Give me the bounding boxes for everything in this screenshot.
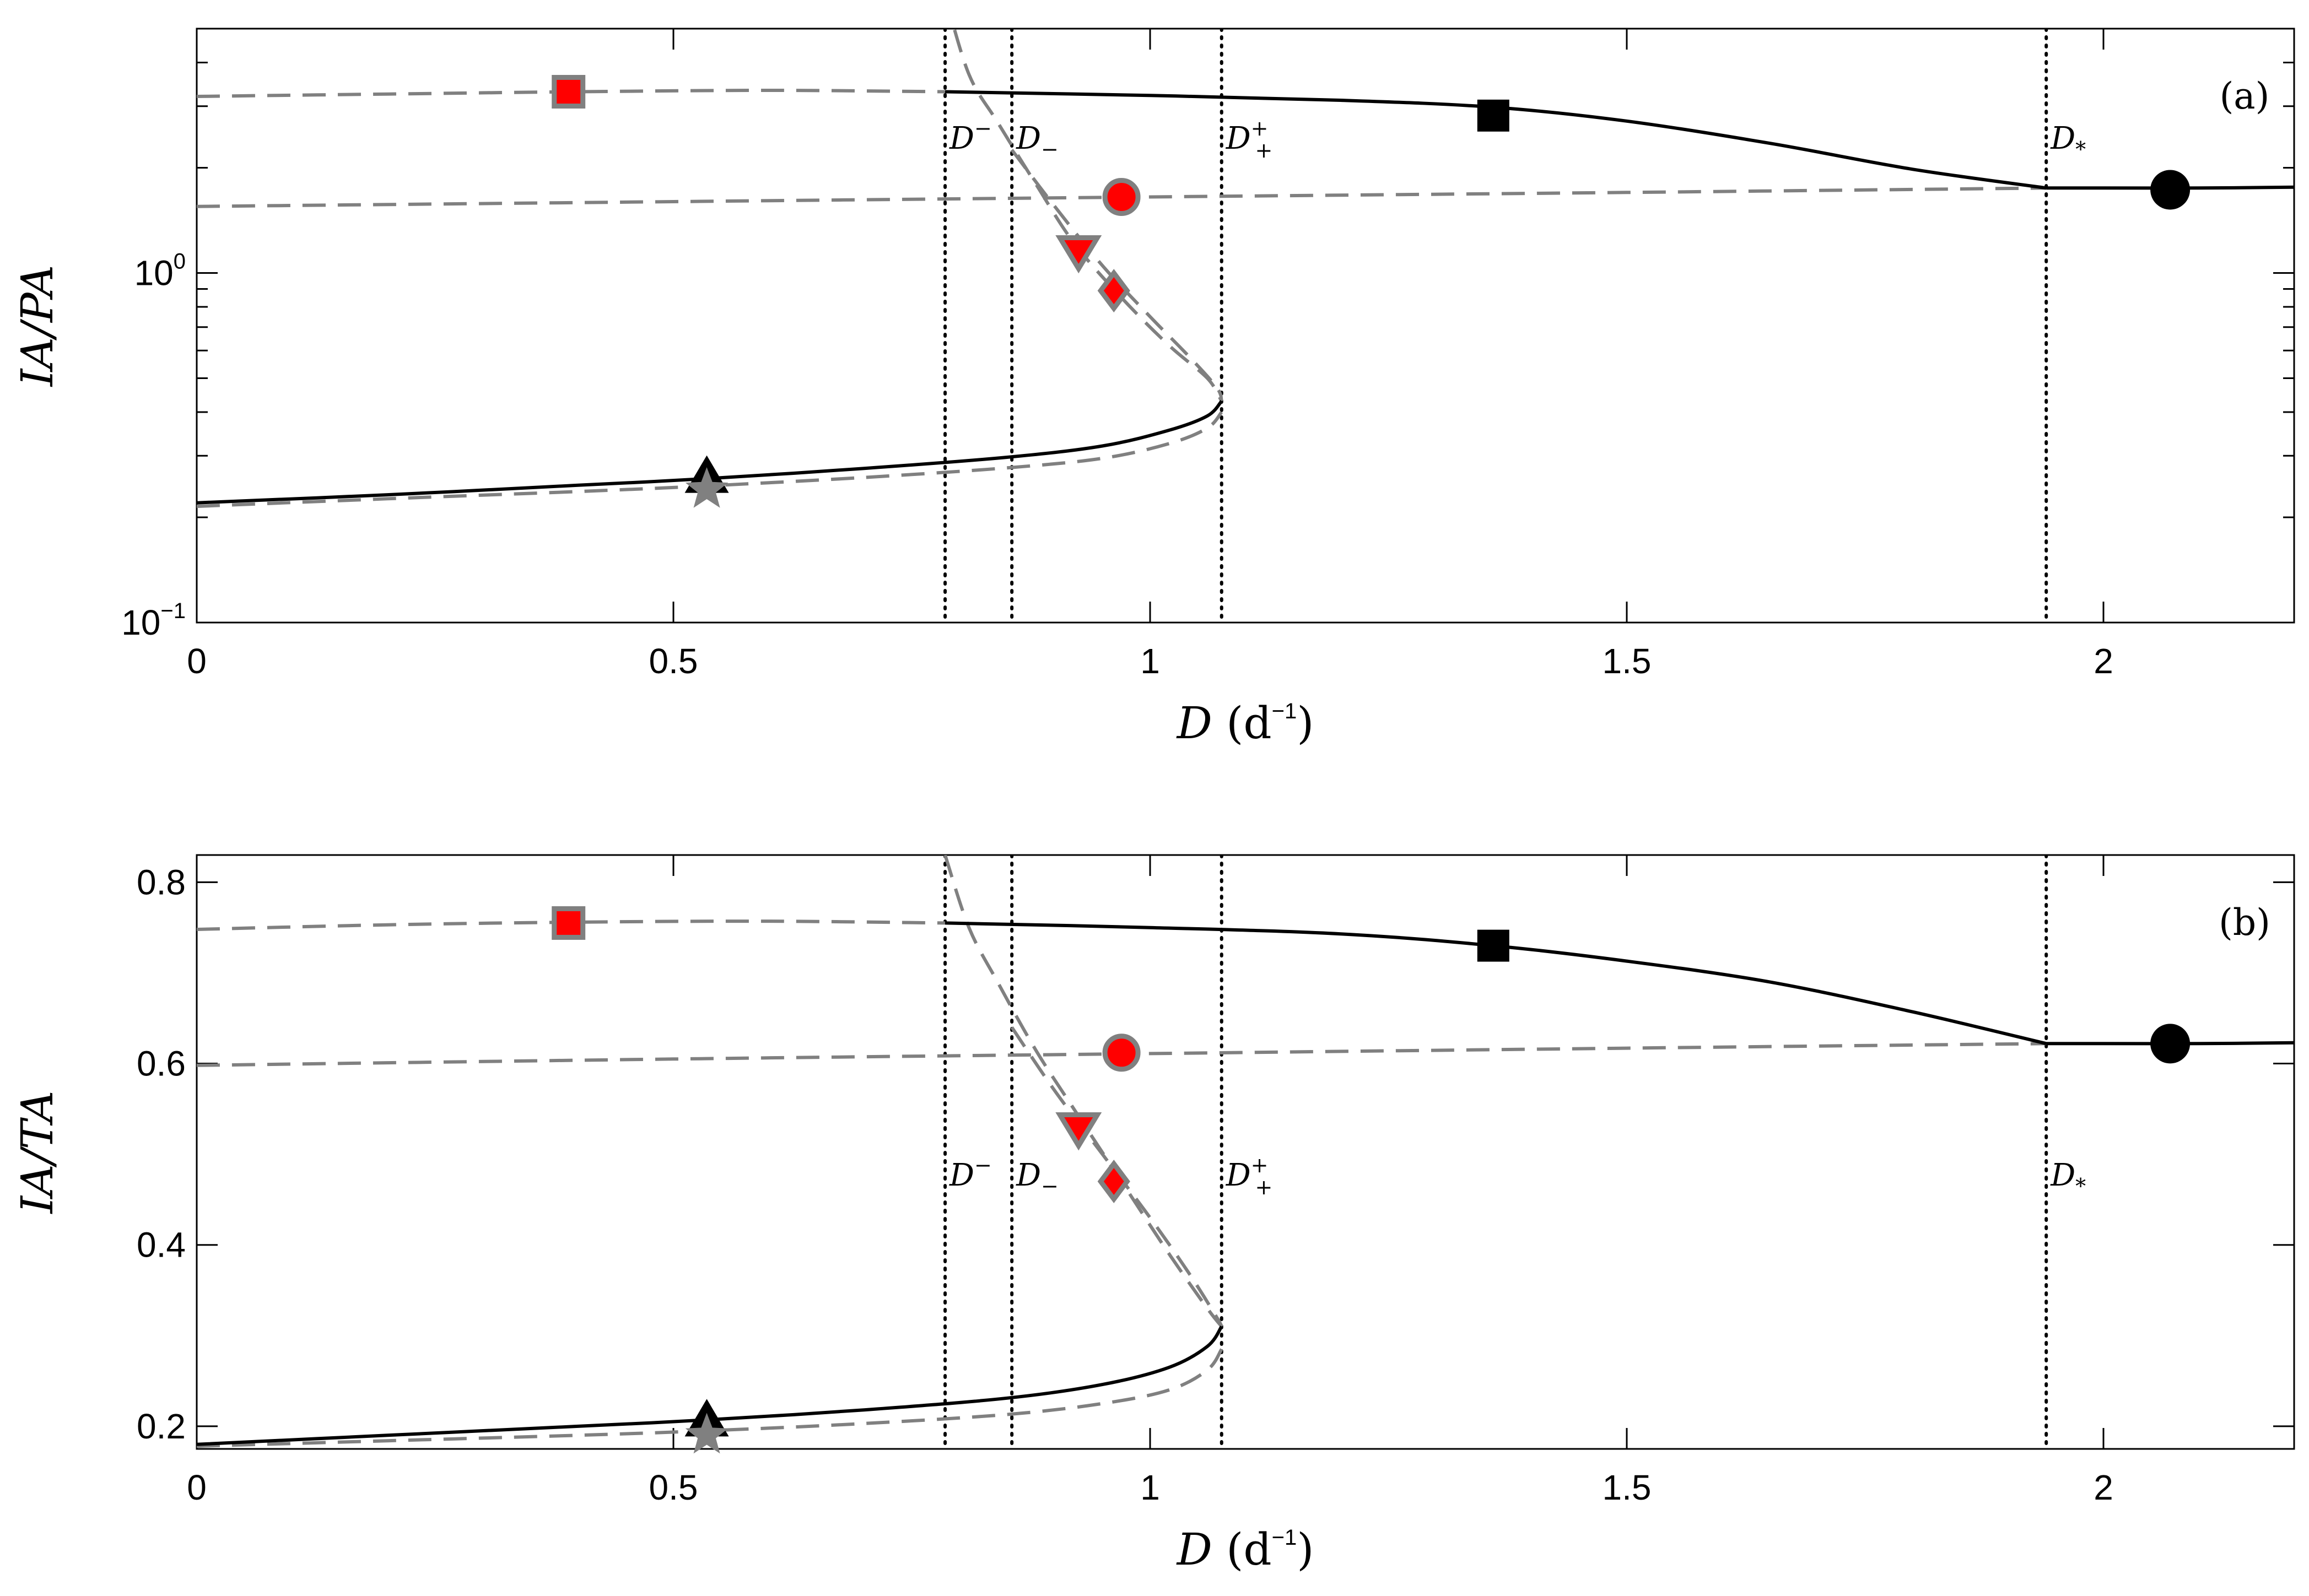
panel-label: (b) [2219, 901, 2270, 944]
panel-a: 0 0.5 1 1.5 2 10−1 100 D− D− D+ + D* (a) D (d−1) IA/PA [12, 28, 2295, 749]
unstable-branch-line [197, 88, 946, 98]
unstable-branch-line [1010, 1026, 1223, 1328]
stable-branch-line [945, 921, 2047, 1046]
x-axis-label: D (d−1) [1176, 1524, 1314, 1575]
circle-marker [1102, 178, 1141, 217]
triangle-down-marker [1055, 235, 1102, 274]
unstable-branch-line [943, 855, 1223, 1328]
y-tick-label: 100 [134, 249, 186, 293]
y-tick-label: 0.4 [137, 1225, 186, 1265]
threshold-label: D+ + [1226, 1153, 1273, 1199]
y-tick-label: 10−1 [121, 599, 186, 642]
unstable-branch-line [197, 1042, 2047, 1067]
threshold-label: D* [2050, 121, 2086, 161]
threshold-label: D* [2050, 1157, 2086, 1198]
x-tick-label: 1.5 [1603, 1468, 1652, 1507]
square-marker [552, 906, 586, 940]
unstable-branch-line [197, 186, 2047, 208]
unstable-branch-line [1010, 149, 1223, 402]
x-tick-label: 2 [2094, 641, 2113, 681]
y-tick-label: 0.2 [137, 1406, 186, 1446]
threshold-label: D− [1016, 121, 1059, 161]
x-tick-label: 0.5 [649, 641, 698, 681]
unstable-branch-line [952, 29, 1223, 402]
data-layer [197, 855, 2294, 1449]
unstable-branch-line [197, 919, 946, 931]
circle-marker [2150, 170, 2191, 210]
square-marker [552, 74, 586, 109]
stable-branch-line [197, 1326, 1223, 1446]
x-tick-label: 0 [187, 641, 207, 681]
plot-area [196, 854, 2295, 1450]
y-axis-label: IA/PA [12, 265, 63, 388]
circle-marker [2150, 1024, 2191, 1064]
diamond-marker [1097, 1159, 1130, 1203]
threshold-label: D− [1016, 1157, 1059, 1198]
x-tick-label: 1 [1140, 641, 1160, 681]
star-marker [685, 1413, 729, 1454]
square-marker [1477, 929, 1509, 962]
x-tick-label: 0 [187, 1468, 207, 1507]
threshold-label: D+ + [1226, 116, 1273, 163]
star-marker [685, 467, 729, 508]
stable-branch-line [945, 90, 2047, 190]
x-tick-label: 0.5 [649, 1468, 698, 1507]
x-tick-label: 1 [1140, 1468, 1160, 1507]
x-tick-label: 2 [2094, 1468, 2113, 1507]
panel-b: 0 0.5 1 1.5 2 0.2 0.4 0.6 0.8 D− D− D+ + D* (b) D (d−1)… [12, 854, 2295, 1575]
unstable-branch-line [197, 1348, 1223, 1448]
y-axis-label: IA/TA [12, 1090, 63, 1214]
plot-area [196, 28, 2295, 624]
square-marker [1477, 99, 1509, 132]
data-layer [197, 29, 2294, 623]
stable-branch-line [197, 399, 1223, 505]
threshold-label: D− [949, 1153, 992, 1193]
triangle-down-marker [1055, 1112, 1102, 1151]
circle-marker [1102, 1034, 1141, 1072]
x-tick-label: 1.5 [1603, 641, 1652, 681]
panel-label: (a) [2220, 75, 2270, 117]
diamond-marker [1097, 269, 1130, 313]
threshold-label: D− [949, 116, 992, 156]
y-tick-label: 0.8 [137, 862, 186, 902]
y-tick-label: 0.6 [137, 1044, 186, 1084]
unstable-branch-line [197, 410, 1223, 508]
x-axis-label: D (d−1) [1176, 697, 1314, 749]
